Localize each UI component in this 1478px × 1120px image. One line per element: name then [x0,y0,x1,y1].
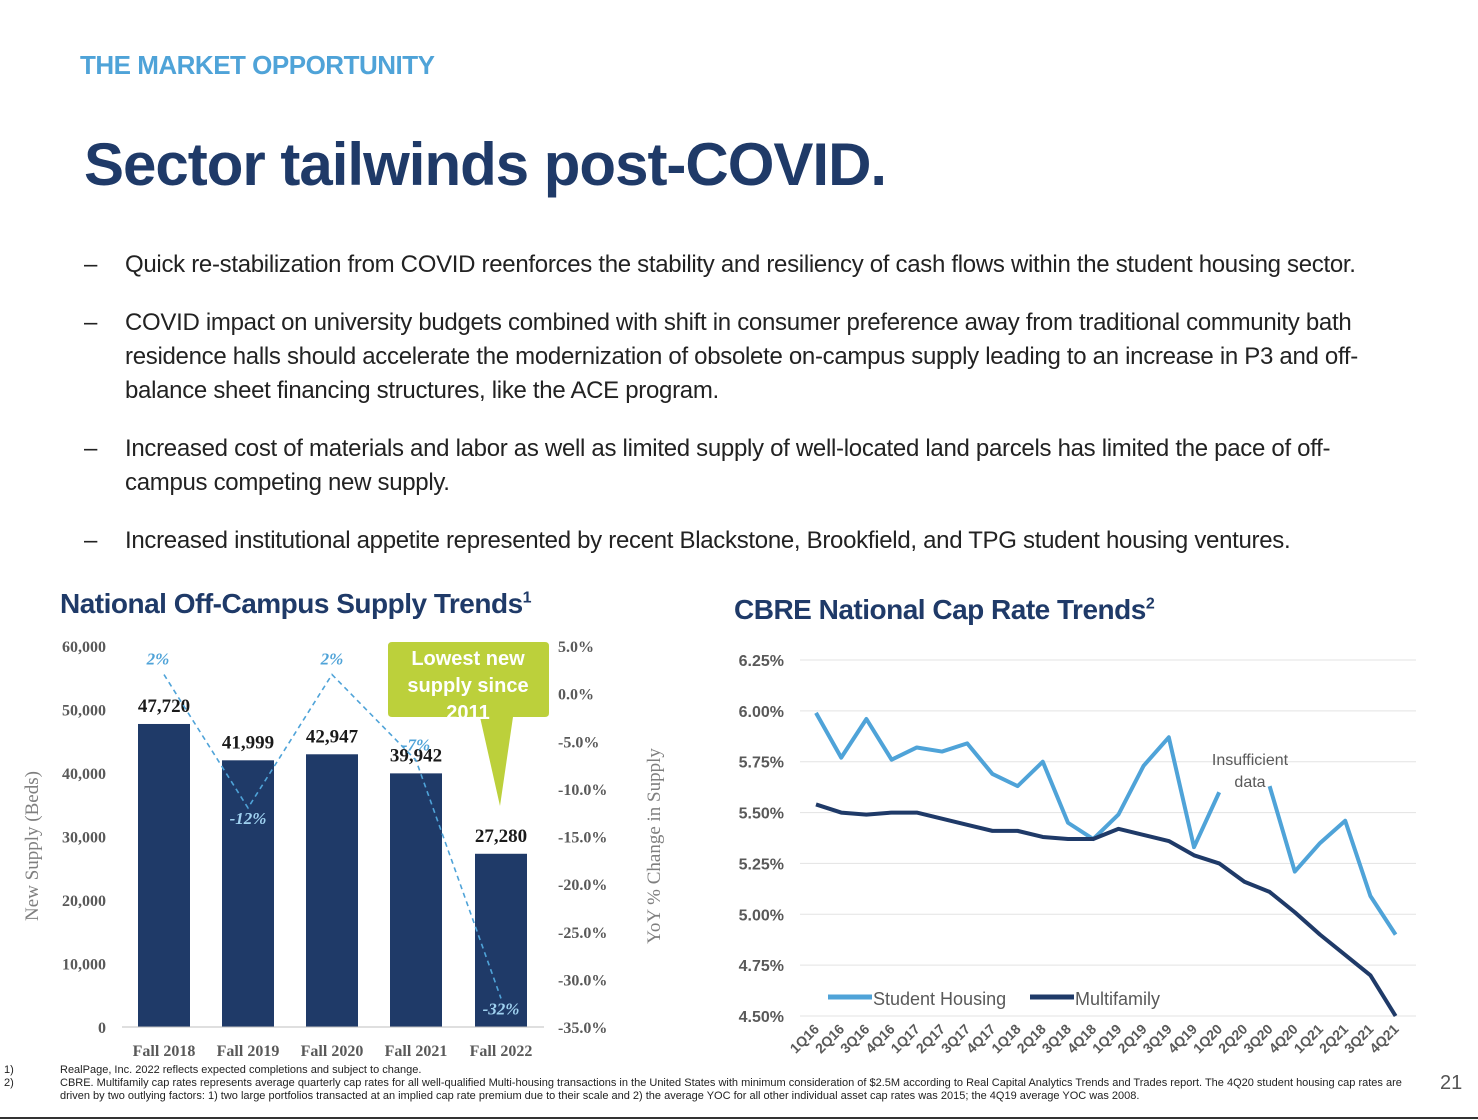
cap-rate-chart-title: CBRE National Cap Rate Trends2 [734,594,1155,626]
bullet-marker: – [84,435,98,462]
bullet-list: – Quick re-stabilization from COVID reenf… [84,248,1404,582]
supply-chart-title-text: National Off-Campus Supply Trends [60,588,523,619]
y2-axis-label: YoY % Change in Supply [644,748,665,944]
callout-text: supply since [407,675,528,697]
y-tick-label: 40,000 [62,766,106,783]
bar-value-label: 42,947 [306,726,359,747]
series-line [815,802,1398,1018]
bar-value-label: 39,942 [390,745,442,766]
y-tick-label: 5.00% [739,907,784,924]
y-tick-label: 5.25% [739,856,784,873]
y-tick-label: 4.50% [739,1009,784,1026]
x-tick-label: Fall 2022 [470,1043,533,1060]
cap-rate-chart-title-text: CBRE National Cap Rate Trends [734,594,1146,625]
footnote-ref: 2 [1145,595,1155,613]
series-line [814,711,1222,850]
footnote-text: CBRE. Multifamily cap rates represents a… [60,1077,1402,1102]
y2-tick-label: -15.0% [558,830,607,847]
bullet-text: Increased institutional appetite represe… [125,527,1291,554]
callout-bubble [388,642,549,806]
y-tick-label: 0 [98,1020,106,1037]
callout-text: Lowest new [411,648,525,670]
x-tick-label: Fall 2018 [133,1043,196,1060]
y-tick-label: 5.75% [739,755,784,772]
bullet-item: – COVID impact on university budgets comb… [84,306,1404,408]
supply-chart-title: National Off-Campus Supply Trends1 [60,588,532,620]
footnotes: 1) RealPage, Inc. 2022 reflects expected … [0,1064,1420,1103]
y-tick-label: 5.50% [739,806,784,823]
y2-tick-label: -5.0% [558,734,599,751]
bar [222,760,274,1027]
y-axis-label: New Supply (Beds) [22,771,43,921]
y-tick-label: 4.75% [739,958,784,975]
bar [306,754,358,1027]
y-tick-label: 60,000 [62,639,106,656]
y2-tick-label: 0.0% [558,687,594,704]
annotation-text: Insufficient [1212,752,1289,769]
y2-tick-label: -30.0% [558,972,607,989]
yoy-label: 2% [146,650,170,669]
bullet-marker: – [84,527,98,554]
bullet-text: Quick re-stabilization from COVID reenfo… [125,251,1356,278]
y2-tick-label: -20.0% [558,877,607,894]
yoy-label: 2% [320,650,344,669]
bullet-item: – Increased institutional appetite repres… [84,524,1404,558]
legend-label: Multifamily [1075,989,1160,1009]
y-tick-label: 30,000 [62,830,106,847]
yoy-line [163,673,502,999]
bar [390,773,442,1027]
yoy-label: -12% [230,809,267,828]
legend-label: Student Housing [873,989,1006,1009]
bullet-marker: – [84,251,98,278]
y-tick-label: 6.00% [739,704,784,721]
bar [138,723,190,1027]
bullet-item: – Increased cost of materials and labor a… [84,432,1404,500]
bullet-marker: – [84,309,98,336]
y2-tick-label: -25.0% [558,925,607,942]
y2-tick-label: -35.0% [558,1020,607,1037]
y2-tick-label: -10.0% [558,782,607,799]
yoy-label: -7% [402,735,430,754]
yoy-label: -32% [483,999,520,1018]
section-label: THE MARKET OPPORTUNITY [80,50,435,80]
footnote-number: 2) [4,1077,14,1089]
x-tick-label: Fall 2021 [385,1043,448,1060]
footnote-number: 1) [4,1064,14,1076]
bottom-rule [0,1117,1478,1119]
footnote-ref: 1 [522,589,532,607]
bar-value-label: 47,720 [138,696,190,717]
bullet-item: – Quick re-stabilization from COVID reenf… [84,248,1404,282]
series-line [1267,785,1398,936]
x-tick-label: Fall 2019 [217,1043,280,1060]
y2-tick-label: 5.0% [558,639,594,656]
y-tick-label: 6.25% [739,653,784,670]
x-tick-label: 4Q21 [1366,1021,1402,1057]
x-tick-label: Fall 2020 [301,1043,364,1060]
y-tick-label: 50,000 [62,703,106,720]
callout-text: 2011 [446,702,489,724]
bar-value-label: 27,280 [475,826,527,847]
footnote-text: RealPage, Inc. 2022 reflects expected co… [60,1064,422,1076]
page-number: 21 [1440,1072,1463,1094]
page-title: Sector tailwinds post-COVID. [84,131,887,198]
annotation-text: data [1234,774,1265,791]
bullet-text: COVID impact on university budgets combi… [125,309,1358,404]
footnote: 1) RealPage, Inc. 2022 reflects expected … [0,1064,1420,1077]
bullet-text: Increased cost of materials and labor as… [125,435,1331,496]
bar-value-label: 41,999 [222,732,274,753]
y-tick-label: 10,000 [62,957,106,974]
footnote: 2) CBRE. Multifamily cap rates represents… [0,1077,1420,1103]
y-tick-label: 20,000 [62,893,106,910]
